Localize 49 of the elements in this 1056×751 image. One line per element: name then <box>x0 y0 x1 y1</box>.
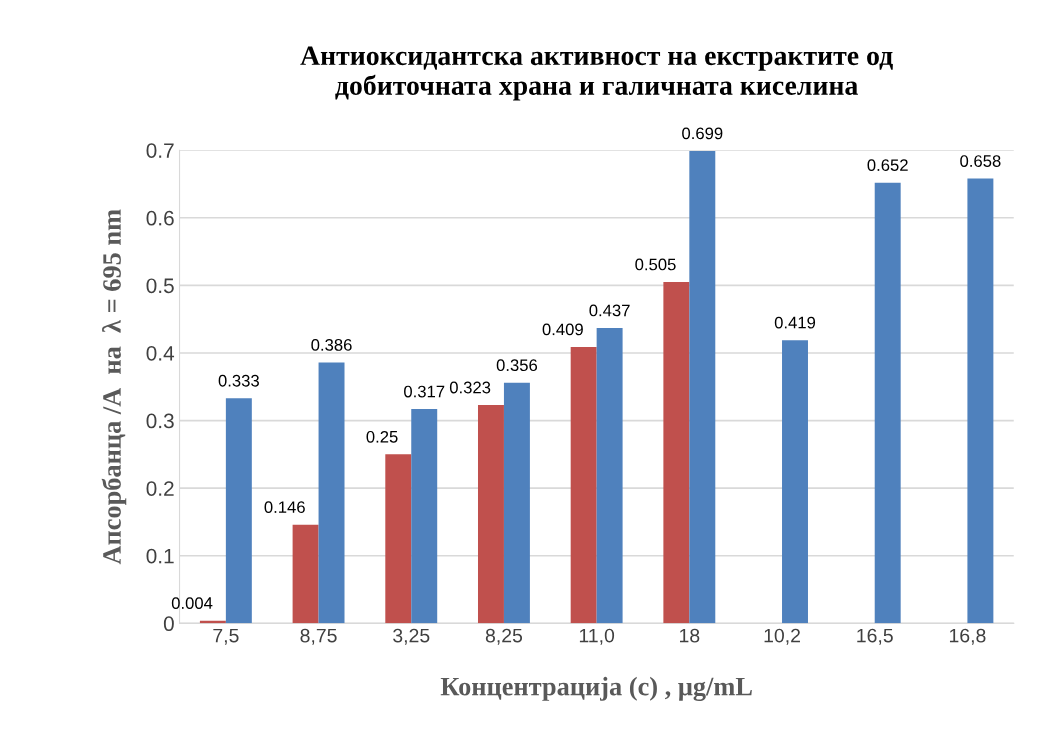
bar <box>689 150 716 624</box>
data-label: 0.146 <box>264 501 305 514</box>
bar <box>782 340 808 624</box>
x-tick-label: 16,8 <box>949 628 986 645</box>
x-tick-label: 11,0 <box>579 628 615 645</box>
data-label: 0.323 <box>449 381 491 394</box>
x-tick-label: 10,2 <box>764 628 800 645</box>
x-tick-label: 8,25 <box>485 628 523 645</box>
y-tick-label: 0.7 <box>146 143 174 158</box>
bar <box>477 405 504 624</box>
x-tick-label: 3,25 <box>393 628 430 645</box>
data-label: 0.652 <box>867 159 908 172</box>
x-tick-label: 7,5 <box>213 628 239 645</box>
data-label: 0.317 <box>404 385 445 398</box>
data-label: 0.409 <box>542 323 583 336</box>
bar <box>411 409 438 624</box>
data-label: 0.505 <box>635 258 676 271</box>
y-tick-label: 0.5 <box>146 278 174 294</box>
data-label: 0.419 <box>774 316 816 329</box>
y-tick-label: 0.4 <box>146 345 175 361</box>
data-label: 0.356 <box>496 359 538 372</box>
y-tick-label: 0 <box>163 616 174 632</box>
bar <box>318 362 345 624</box>
data-label: 0.333 <box>218 374 259 387</box>
bar <box>967 178 994 624</box>
chart-title: Антиоксидантска активност на екстрактите од добиточната храна и галичната киселина <box>300 46 893 101</box>
data-label: 0.658 <box>960 155 1001 167</box>
data-label: 0.437 <box>589 304 630 317</box>
bar <box>385 454 412 624</box>
y-tick-label: 0.6 <box>146 210 174 226</box>
x-tick-label: 8,75 <box>300 628 337 645</box>
data-label: 0.25 <box>366 430 398 443</box>
x-tick-label: 18 <box>680 628 700 643</box>
bar <box>503 382 530 624</box>
y-axis-title: Апсорбанца /А на λ = 695 nm <box>101 209 127 565</box>
x-axis-title: Концентрација (c) , μg/mL <box>440 676 752 702</box>
bar <box>663 282 690 624</box>
x-tick-label: 16,5 <box>857 628 893 645</box>
y-tick-label: 0.1 <box>146 548 174 564</box>
bar <box>292 524 319 624</box>
data-label: 0.386 <box>311 339 352 351</box>
data-label: 0.699 <box>682 127 723 140</box>
data-label: 0.004 <box>171 597 213 609</box>
bar <box>570 346 597 624</box>
bar <box>874 182 901 624</box>
bar <box>225 398 252 624</box>
y-tick-label: 0.3 <box>146 413 174 429</box>
bar <box>596 327 623 624</box>
y-tick-label: 0.2 <box>146 481 174 496</box>
